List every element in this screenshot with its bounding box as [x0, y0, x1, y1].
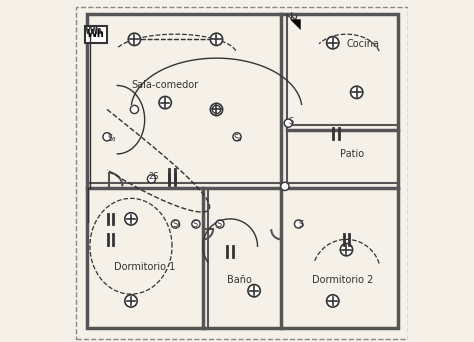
Circle shape	[327, 37, 339, 49]
Circle shape	[216, 220, 224, 228]
Text: S₃: S₃	[234, 134, 242, 143]
Circle shape	[128, 33, 141, 45]
Circle shape	[159, 96, 171, 109]
Text: Wh: Wh	[85, 26, 102, 36]
Circle shape	[351, 86, 363, 98]
Circle shape	[192, 220, 200, 228]
Polygon shape	[290, 19, 300, 29]
Text: Patio: Patio	[339, 149, 364, 159]
Text: S: S	[288, 117, 293, 126]
Text: Cocina: Cocina	[346, 39, 380, 50]
Circle shape	[210, 33, 223, 45]
Text: S₅: S₅	[172, 220, 181, 228]
Circle shape	[294, 220, 303, 228]
Circle shape	[233, 133, 241, 141]
Circle shape	[284, 119, 292, 127]
Circle shape	[147, 175, 155, 183]
Circle shape	[103, 133, 111, 141]
Text: S: S	[217, 220, 222, 228]
Text: Dormitorio 2: Dormitorio 2	[312, 275, 374, 286]
Circle shape	[248, 285, 260, 297]
Text: 2S: 2S	[148, 172, 159, 181]
Circle shape	[327, 295, 339, 307]
Circle shape	[130, 105, 138, 114]
Circle shape	[125, 213, 137, 225]
Bar	[85, 26, 107, 43]
Circle shape	[171, 220, 180, 228]
Circle shape	[210, 103, 223, 116]
Circle shape	[125, 295, 137, 307]
Text: S: S	[299, 220, 304, 228]
Text: Sala-comedor: Sala-comedor	[131, 80, 198, 91]
Text: S: S	[192, 220, 198, 228]
Text: Baño: Baño	[227, 275, 252, 286]
Circle shape	[281, 182, 289, 190]
Circle shape	[340, 244, 353, 256]
Circle shape	[212, 105, 220, 114]
Text: Wh: Wh	[87, 29, 105, 39]
Text: Dormitorio 1: Dormitorio 1	[114, 262, 175, 272]
Text: S₃: S₃	[107, 134, 116, 143]
